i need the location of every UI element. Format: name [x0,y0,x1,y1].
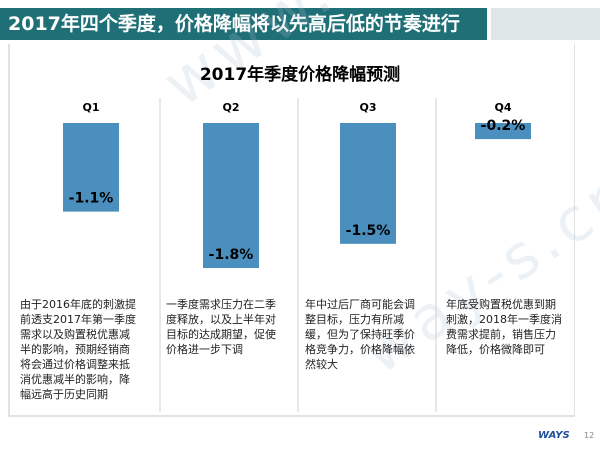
description-q4: 年底受购置税优惠到期刺激，2018年一季度消费需求提前，销售压力降低，价格微降即… [446,298,562,356]
right-rule [574,44,575,416]
data-label-q4: -0.2% [481,118,526,134]
data-label-q3: -1.5% [346,223,391,239]
header-accent [491,8,600,40]
bar-q1 [63,123,119,212]
left-rule [8,44,10,416]
bottom-rule [8,415,575,417]
page-number: 12 [584,431,595,440]
category-label-q3: Q3 [359,101,376,114]
category-label-q1: Q1 [82,101,99,114]
bar-q3 [340,123,396,244]
page-title: 2017年四个季度，价格降幅将以先高后低的节奏进行 [8,13,460,35]
bar-q4 [475,123,531,140]
category-label-q4: Q4 [494,101,511,114]
chart-title: 2017年季度价格降幅预测 [199,65,401,85]
description-q2: 一季度需求压力在二季度释放，以及上半年对目标的达成期望，促使价格进一步下调 [166,298,276,356]
data-label-q2: -1.8% [209,247,254,263]
data-label-q1: -1.1% [69,191,114,207]
description-q3: 年中过后厂商可能会调整目标，压力有所减缓，但为了保持旺季价格竞争力，价格降幅依然… [305,298,415,371]
description-q1: 由于2016年底的刺激提前透支2017年第一季度需求以及购置税优惠减半的影响，预… [20,298,136,401]
ways-logo: WAYS [538,430,570,441]
category-label-q2: Q2 [222,101,239,114]
bar-q2 [203,123,259,268]
header-bar: 2017年四个季度，价格降幅将以先高后低的节奏进行 [0,8,487,40]
